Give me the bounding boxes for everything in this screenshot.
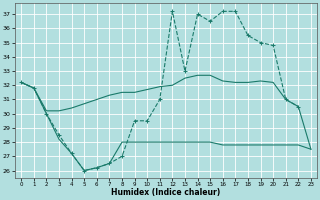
X-axis label: Humidex (Indice chaleur): Humidex (Indice chaleur) <box>111 188 221 197</box>
